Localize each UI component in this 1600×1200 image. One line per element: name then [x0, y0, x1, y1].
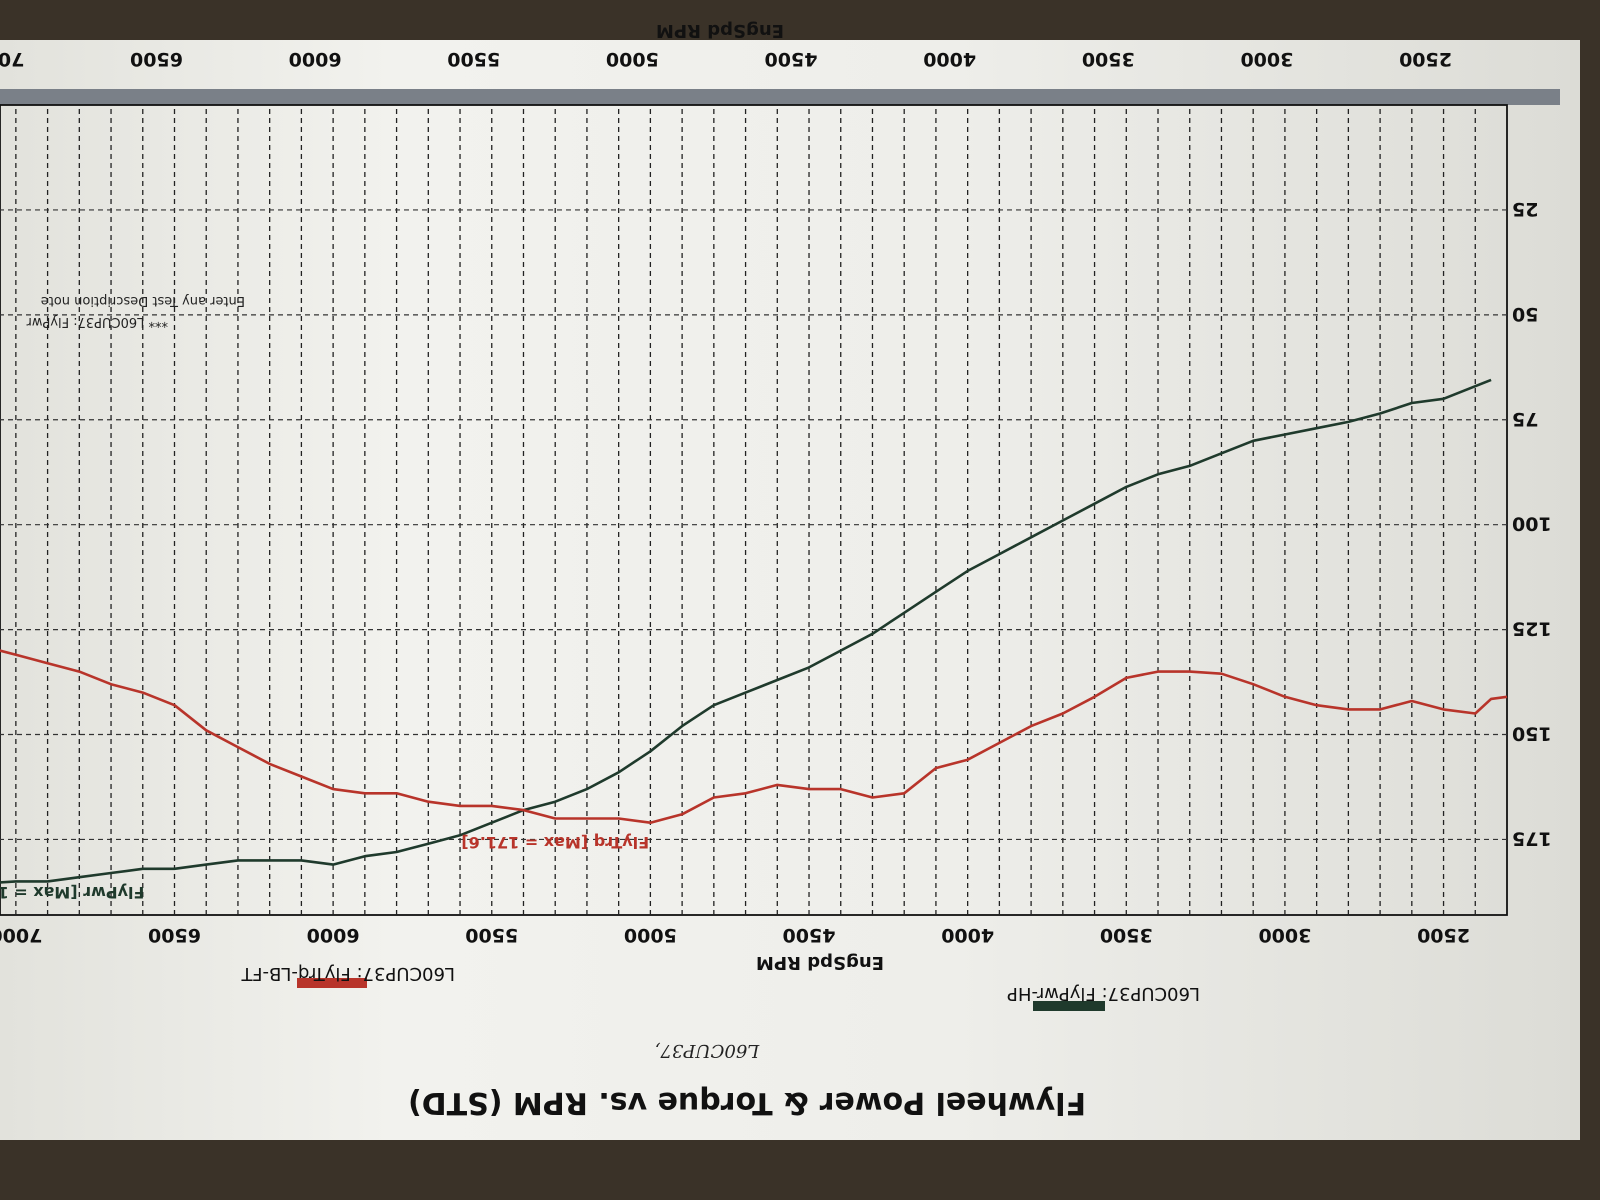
x-axis-title-top: EngSpd RPM — [656, 20, 784, 41]
series-lines — [0, 378, 1508, 885]
annotation-power-max: FlyPwr [Max = 189.1] — [0, 883, 144, 902]
x-tick-labels-bottom: 2500 3000 3500 4000 4500 5000 5500 6000 6500 7000 — [0, 924, 1470, 946]
y-tick-label: 50 — [1512, 303, 1538, 325]
y-tick-label: 100 — [1512, 513, 1552, 535]
x-tick-label: 3000 — [1258, 924, 1311, 946]
y-tick-label: 125 — [1512, 618, 1552, 640]
y-tick-label: 25 — [1512, 198, 1538, 220]
x-tick-label: 3500 — [1100, 924, 1153, 946]
x-tick-label: 2500 — [1417, 924, 1470, 946]
x-tick-label: 6000 — [307, 924, 360, 946]
legend-swatch-torque — [297, 978, 367, 988]
series-line-power — [0, 378, 1492, 885]
legend-swatch-power — [1033, 1001, 1105, 1011]
x-tick-label: 6000 — [289, 48, 342, 70]
x-tick-label: 4000 — [923, 48, 976, 70]
x-tick-label: 3000 — [1240, 48, 1293, 70]
x-tick-label: 5500 — [447, 48, 500, 70]
x-tick-label: 5500 — [465, 924, 518, 946]
note-series-label: *** L60CUP37: FlyPwr — [26, 314, 168, 329]
x-tick-label: 4500 — [783, 924, 836, 946]
x-tick-label: 5000 — [624, 924, 677, 946]
x-tick-label: 4500 — [765, 48, 818, 70]
grid-lines — [0, 105, 1507, 915]
chart-title: Flywheel Power & Torque vs. RPM (STD) — [408, 1085, 1086, 1120]
plot-frame — [0, 104, 1508, 916]
axis-band — [0, 89, 1560, 105]
x-tick-label: 5000 — [606, 48, 659, 70]
x-tick-labels-top: 2500 3000 3500 4000 4500 5000 5500 6000 6500 7000 — [0, 48, 1452, 70]
note-test-description: Enter any Test Description note — [41, 293, 245, 308]
y-tick-labels: 25 50 75 100 125 150 175 — [1512, 198, 1552, 850]
x-tick-label: 3500 — [1082, 48, 1135, 70]
x-axis-title-bottom: EngSpd RPM — [756, 952, 884, 973]
x-tick-label: 2500 — [1399, 48, 1452, 70]
x-tick-label: 4000 — [941, 924, 994, 946]
x-tick-label: 7000 — [0, 924, 42, 946]
legend-label-power: L60CUP37: FlyPwr-HP — [1007, 983, 1200, 1004]
chart-subtitle: L60CUP37, — [655, 1040, 761, 1061]
series-line-torque — [0, 645, 1508, 825]
y-tick-label: 175 — [1512, 827, 1552, 849]
legend-label-torque: L60CUP37: FlyTrq-LB-FT — [241, 963, 455, 984]
x-tick-label: 6500 — [148, 924, 201, 946]
x-tick-label: 7000 — [0, 48, 24, 70]
y-tick-label: 75 — [1512, 408, 1538, 430]
y-tick-label: 150 — [1512, 723, 1552, 745]
annotation-torque-max: FlyTrq [Max = 171.6] — [461, 833, 649, 852]
x-tick-label: 6500 — [130, 48, 183, 70]
